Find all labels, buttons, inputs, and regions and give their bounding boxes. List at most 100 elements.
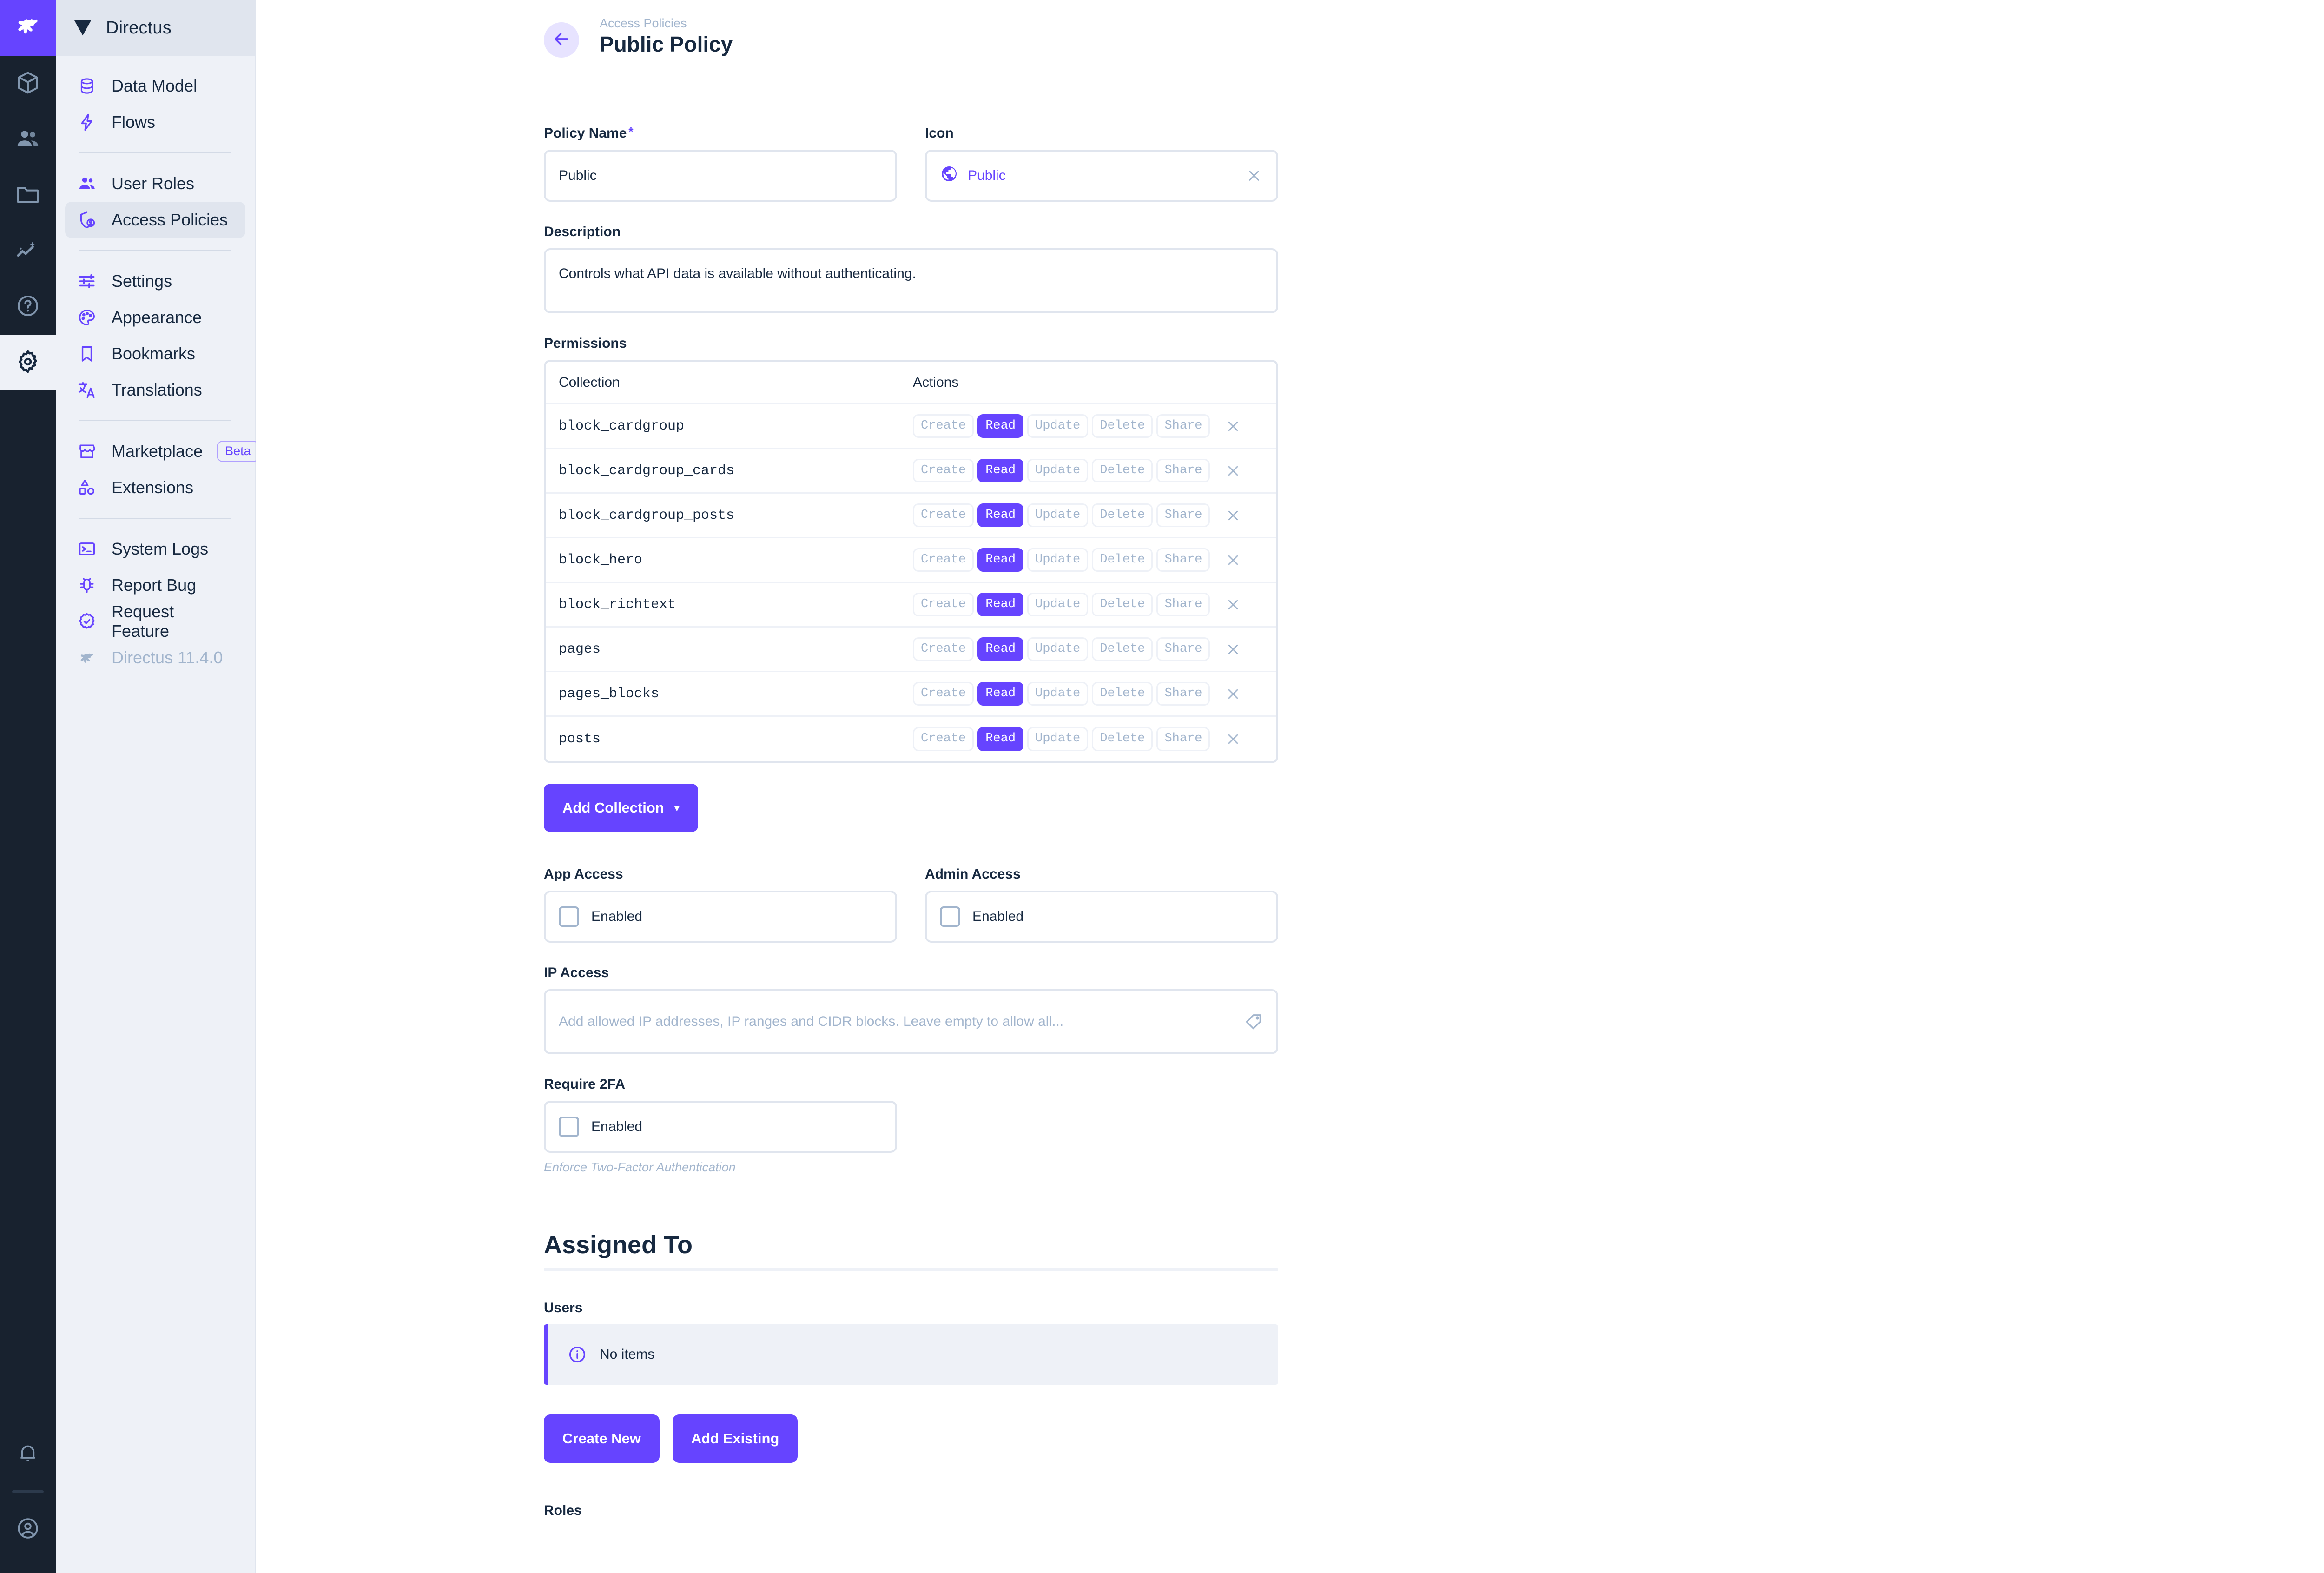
sidebar-item-appearance[interactable]: Appearance — [65, 299, 245, 336]
breadcrumb[interactable]: Access Policies — [600, 16, 687, 30]
permission-chip-delete[interactable]: Delete — [1092, 414, 1153, 438]
permission-chip-read[interactable]: Read — [977, 458, 1024, 483]
permission-chip-update[interactable]: Update — [1027, 681, 1089, 706]
module-file-library[interactable] — [0, 167, 56, 223]
permission-chip-read[interactable]: Read — [977, 637, 1024, 661]
permission-chip-create[interactable]: Create — [913, 503, 974, 528]
description-input[interactable]: Controls what API data is available with… — [544, 248, 1278, 313]
remove-collection-icon[interactable] — [1224, 551, 1242, 569]
permission-chip-read[interactable]: Read — [977, 592, 1024, 617]
permission-chip-delete[interactable]: Delete — [1092, 592, 1153, 617]
sidebar-item-access-policies[interactable]: Access Policies — [65, 202, 245, 238]
permission-chip-share[interactable]: Share — [1156, 637, 1210, 661]
back-button[interactable] — [544, 22, 579, 58]
remove-collection-icon[interactable] — [1224, 595, 1242, 614]
sidebar-item-system-logs[interactable]: System Logs — [65, 531, 245, 567]
permission-chip-share[interactable]: Share — [1156, 592, 1210, 617]
permission-chip-create[interactable]: Create — [913, 592, 974, 617]
badge-check-icon — [76, 611, 98, 632]
create-new-button[interactable]: Create New — [544, 1414, 660, 1463]
permission-chip-delete[interactable]: Delete — [1092, 727, 1153, 751]
permission-chip-delete[interactable]: Delete — [1092, 548, 1153, 572]
directus-logo-button[interactable] — [0, 0, 56, 56]
action-chip-group: Create Read Update Delete Share — [913, 592, 1242, 617]
sidebar-header[interactable]: Directus — [56, 0, 255, 56]
permission-chip-read[interactable]: Read — [977, 727, 1024, 751]
icon-select[interactable]: Public — [925, 150, 1278, 202]
sidebar-item-settings[interactable]: Settings — [65, 263, 245, 299]
ip-access-input[interactable]: Add allowed IP addresses, IP ranges and … — [544, 989, 1278, 1054]
module-notifications[interactable] — [0, 1426, 56, 1482]
sidebar-item-flows[interactable]: Flows — [65, 104, 245, 140]
permission-chip-delete[interactable]: Delete — [1092, 503, 1153, 528]
remove-collection-icon[interactable] — [1224, 417, 1242, 436]
permission-chip-create[interactable]: Create — [913, 727, 974, 751]
permission-chip-create[interactable]: Create — [913, 637, 974, 661]
sidebar-item-data-model[interactable]: Data Model — [65, 68, 245, 104]
add-collection-button[interactable]: Add Collection ▾ — [544, 784, 698, 832]
require-2fa-field: Require 2FA Enabled Enforce Two-Factor A… — [544, 1077, 897, 1175]
permission-chip-delete[interactable]: Delete — [1092, 681, 1153, 706]
close-icon[interactable] — [1245, 166, 1263, 185]
module-settings[interactable] — [0, 335, 56, 390]
checkbox-box[interactable] — [559, 1117, 579, 1137]
permission-chip-read[interactable]: Read — [977, 548, 1024, 572]
table-row: block_hero Create Read Update Delete Share — [546, 538, 1276, 583]
permission-chip-create[interactable]: Create — [913, 458, 974, 483]
checkbox-box[interactable] — [940, 906, 960, 927]
permission-chip-update[interactable]: Update — [1027, 592, 1089, 617]
sidebar-item-extensions[interactable]: Extensions — [65, 469, 245, 506]
permission-chip-share[interactable]: Share — [1156, 727, 1210, 751]
permission-chip-share[interactable]: Share — [1156, 503, 1210, 528]
permission-chip-create[interactable]: Create — [913, 548, 974, 572]
module-user-directory[interactable] — [0, 112, 56, 167]
info-icon — [567, 1344, 588, 1365]
checkbox-box[interactable] — [559, 906, 579, 927]
translate-icon — [76, 379, 98, 401]
sidebar-item-user-roles[interactable]: User Roles — [65, 165, 245, 202]
remove-collection-icon[interactable] — [1224, 730, 1242, 748]
permission-chip-share[interactable]: Share — [1156, 414, 1210, 438]
tag-icon[interactable] — [1245, 1012, 1263, 1031]
description-label: Description — [544, 224, 621, 239]
permission-chip-share[interactable]: Share — [1156, 681, 1210, 706]
sidebar-item-translations[interactable]: Translations — [65, 372, 245, 408]
remove-collection-icon[interactable] — [1224, 462, 1242, 480]
module-content[interactable] — [0, 56, 56, 112]
permission-chip-read[interactable]: Read — [977, 503, 1024, 528]
permission-chip-update[interactable]: Update — [1027, 548, 1089, 572]
permission-chip-update[interactable]: Update — [1027, 414, 1089, 438]
module-account[interactable] — [0, 1501, 56, 1557]
require-2fa-checkbox[interactable]: Enabled — [544, 1101, 897, 1153]
policy-name-input[interactable]: Public — [544, 150, 897, 202]
remove-collection-icon[interactable] — [1224, 685, 1242, 703]
admin-access-checkbox[interactable]: Enabled — [925, 891, 1278, 943]
permissions-table: Collection Actions block_cardgroup Create… — [544, 360, 1278, 763]
module-insights[interactable] — [0, 223, 56, 279]
permission-chip-update[interactable]: Update — [1027, 637, 1089, 661]
sidebar-item-request-feature[interactable]: Request Feature — [65, 602, 245, 641]
sidebar-item-bookmarks[interactable]: Bookmarks — [65, 336, 245, 372]
policy-name-label: Policy Name * — [544, 126, 897, 141]
access-row: App Access Enabled Admin Access Enabled — [544, 866, 2324, 943]
sidebar-item-report-bug[interactable]: Report Bug — [65, 567, 245, 603]
permission-chip-delete[interactable]: Delete — [1092, 458, 1153, 483]
remove-collection-icon[interactable] — [1224, 640, 1242, 659]
permission-chip-delete[interactable]: Delete — [1092, 637, 1153, 661]
add-existing-button[interactable]: Add Existing — [672, 1414, 798, 1463]
module-docs[interactable] — [0, 279, 56, 335]
app-access-checkbox[interactable]: Enabled — [544, 891, 897, 943]
permission-chip-update[interactable]: Update — [1027, 458, 1089, 483]
permission-chip-create[interactable]: Create — [913, 681, 974, 706]
permission-chip-share[interactable]: Share — [1156, 458, 1210, 483]
sidebar-item-label: User Roles — [112, 174, 195, 193]
sidebar-item-marketplace[interactable]: Marketplace Beta — [65, 433, 259, 469]
permission-chip-update[interactable]: Update — [1027, 503, 1089, 528]
permission-chip-update[interactable]: Update — [1027, 727, 1089, 751]
sidebar-nav-list: Data Model Flows User Roles — [56, 56, 259, 676]
permission-chip-create[interactable]: Create — [913, 414, 974, 438]
permission-chip-share[interactable]: Share — [1156, 548, 1210, 572]
permission-chip-read[interactable]: Read — [977, 681, 1024, 706]
remove-collection-icon[interactable] — [1224, 506, 1242, 525]
permission-chip-read[interactable]: Read — [977, 414, 1024, 438]
